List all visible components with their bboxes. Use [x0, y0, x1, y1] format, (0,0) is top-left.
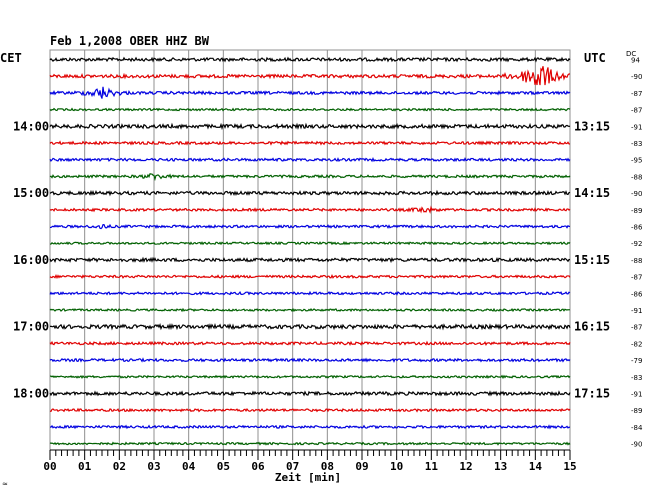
dc-offset-label: -90: [631, 190, 642, 198]
trace-row: [49, 407, 571, 413]
trace-row: [49, 424, 571, 430]
dc-offset-label: -91: [631, 391, 642, 399]
x-tick-label: 08: [321, 460, 334, 473]
dc-offset-labels: 94 -90 -87 -87 -91 -83 -95 -88 -90 -89 -86 -92 -88 -8…: [631, 57, 643, 449]
left-hour-label: 17:00: [13, 320, 49, 334]
trace-row: [49, 307, 571, 313]
trace-row: [49, 66, 571, 86]
x-tick-label: 09: [355, 460, 368, 473]
dc-offset-label: -91: [631, 123, 642, 131]
left-timezone-label: CET: [0, 51, 22, 65]
trace-row: [49, 205, 571, 214]
trace-row: [49, 241, 571, 246]
dc-offset-label: -87: [631, 90, 642, 98]
right-hour-label: 13:15: [574, 119, 610, 133]
dc-offset-label: 94: [631, 57, 640, 65]
dc-offset-label: -84: [631, 424, 643, 432]
dc-offset-label: -83: [631, 140, 642, 148]
dc-offset-label: -89: [631, 407, 642, 415]
dc-offset-label: -86: [631, 290, 643, 298]
right-hour-label: 17:15: [574, 387, 610, 401]
dc-offset-label: -89: [631, 207, 642, 215]
dc-offset-label: -86: [631, 224, 643, 232]
x-tick-label: 13: [494, 460, 507, 473]
right-hour-label: 14:15: [574, 186, 610, 200]
x-tick-label: 01: [78, 460, 92, 473]
trace-row: [49, 357, 571, 363]
trace-row: [49, 122, 571, 131]
x-tick-label: 03: [147, 460, 160, 473]
dc-offset-label: -92: [631, 240, 642, 248]
x-tick-label: 07: [286, 460, 299, 473]
dc-offset-label: -87: [631, 324, 642, 332]
dc-header-label: DC: [626, 50, 636, 58]
dc-offset-label: -88: [631, 173, 642, 181]
left-hour-label: 18:00: [13, 387, 49, 401]
dc-offset-label: -91: [631, 307, 642, 315]
dc-offset-label: -82: [631, 340, 642, 348]
x-tick-label: 02: [113, 460, 126, 473]
trace-row: [49, 340, 571, 347]
x-tick-label: 14: [529, 460, 543, 473]
x-tick-label: 00: [43, 460, 56, 473]
x-axis: 00 01 02 03 04 05 06 07 08 09 10 11 12 13 14 15: [43, 449, 577, 473]
x-tick-label: 05: [217, 460, 230, 473]
dc-offset-label: -90: [631, 73, 642, 81]
x-tick-label: 06: [251, 460, 265, 473]
trace-row: [49, 290, 571, 296]
right-hour-labels: 13:15 14:15 15:15 16:15 17:15: [574, 119, 610, 400]
trace-row: [49, 322, 571, 331]
left-hour-label: 15:00: [13, 186, 49, 200]
trace-row: [49, 273, 571, 280]
trace-row: [49, 189, 571, 197]
x-tick-label: 15: [563, 460, 576, 473]
right-hour-label: 16:15: [574, 320, 610, 334]
trace-row: [49, 140, 571, 146]
trace-row: [49, 56, 571, 63]
trace-row: [49, 107, 571, 112]
x-axis-label: Zeit [min]: [275, 471, 341, 484]
trace-row: [49, 156, 571, 163]
trace-row: [49, 390, 571, 397]
dc-offset-label: -95: [631, 157, 642, 165]
left-hour-labels: 14:00 15:00 16:00 17:00 18:00: [13, 119, 49, 400]
dc-offset-label: -79: [631, 357, 642, 365]
dc-offset-label: -83: [631, 374, 642, 382]
trace-row: [50, 223, 571, 230]
x-tick-label: 04: [182, 460, 196, 473]
trace-row: [49, 256, 571, 264]
right-hour-label: 15:15: [574, 253, 610, 267]
dc-offset-label: -87: [631, 274, 642, 282]
dc-offset-label: -88: [631, 257, 642, 265]
x-tick-label: 11: [425, 460, 439, 473]
dc-offset-label: -90: [631, 441, 642, 449]
x-tick-label: 10: [390, 460, 403, 473]
trace-row: [49, 374, 571, 380]
seismic-traces: [49, 56, 571, 446]
right-timezone-label: UTC: [584, 51, 606, 65]
trace-row: [49, 173, 571, 182]
dc-offset-label: -87: [631, 107, 642, 115]
corner-mark: ≈: [2, 480, 8, 488]
trace-row: [49, 441, 571, 446]
left-hour-label: 14:00: [13, 119, 49, 133]
x-tick-label: 12: [459, 460, 472, 473]
left-hour-label: 16:00: [13, 253, 49, 267]
trace-row: [49, 86, 571, 99]
chart-title: Feb 1,2008 OBER HHZ BW: [50, 34, 210, 48]
grid-lines: [84, 50, 536, 450]
